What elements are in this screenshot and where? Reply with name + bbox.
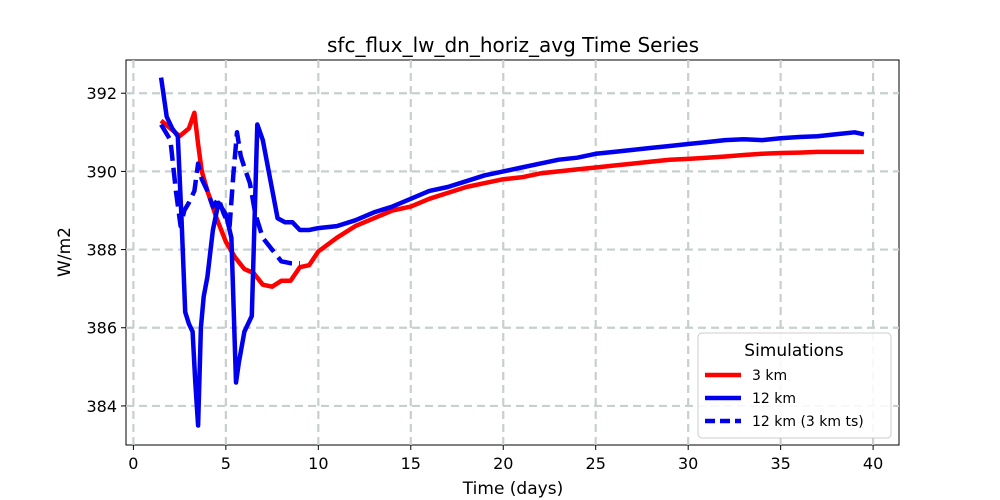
series-lines: [158, 77, 865, 428]
x-tick-label: 35: [770, 454, 790, 473]
legend-label-3km: 3 km: [752, 368, 787, 384]
y-axis-label: W/m2: [55, 227, 75, 277]
y-tick-label: 388: [86, 241, 117, 260]
x-tick-label: 20: [493, 454, 513, 473]
x-tick-label: 40: [863, 454, 883, 473]
y-tick-label: 392: [86, 84, 117, 103]
x-tick-label: 30: [678, 454, 698, 473]
x-axis: 0 5 10 15 20 25 30 35 40: [128, 445, 883, 473]
chart-title: sfc_flux_lw_dn_horiz_avg Time Series: [327, 33, 699, 57]
legend-label-12km-3km-ts: 12 km (3 km ts): [752, 414, 864, 430]
x-tick-label: 0: [128, 454, 138, 473]
series-line-3km: [159, 110, 864, 289]
series-line-12km-3km-ts: [159, 123, 300, 266]
x-tick-label: 15: [401, 454, 421, 473]
legend-title: Simulations: [744, 341, 844, 361]
legend-label-12km: 12 km: [752, 391, 796, 407]
y-axis: 384 386 388 390 392: [86, 84, 126, 416]
y-tick-label: 384: [86, 397, 117, 416]
legend-box: [697, 332, 892, 439]
y-tick-label: 390: [86, 162, 117, 181]
x-tick-label: 5: [221, 454, 231, 473]
x-tick-label: 25: [586, 454, 606, 473]
series-line-12km: [158, 77, 865, 428]
y-tick-label: 386: [86, 319, 117, 338]
legend: Simulations 3 km 12 km 12 km (3 km ts): [697, 332, 892, 439]
x-axis-label: Time (days): [462, 479, 563, 499]
x-tick-label: 10: [308, 454, 328, 473]
